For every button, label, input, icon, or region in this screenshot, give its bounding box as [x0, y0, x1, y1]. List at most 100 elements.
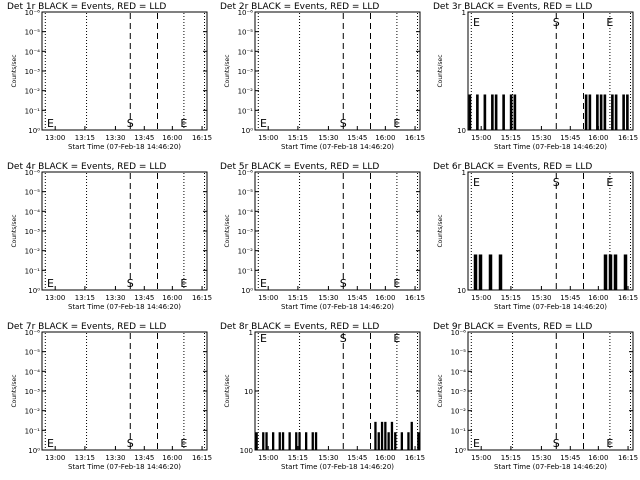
x-tick-label: 16:15	[192, 134, 212, 142]
x-tick-label: 15:00	[258, 134, 278, 142]
panel-title: Det 7r BLACK = Events, RED = LLD	[7, 322, 166, 332]
y-tick-label: 10⁻⁴	[25, 208, 41, 216]
x-tick-label: 13:15	[75, 454, 95, 462]
y-tick-label: 10⁻¹	[25, 267, 41, 275]
marker-label: S	[340, 277, 347, 290]
y-axis-label: Counts/sec	[437, 214, 444, 247]
event-bar	[387, 432, 390, 450]
x-tick-label: 15:45	[560, 294, 580, 302]
y-tick-label: 1	[462, 169, 466, 177]
y-tick-label: 10⁰	[241, 287, 253, 295]
panel-title: Det 2r BLACK = Events, RED = LLD	[220, 2, 379, 12]
x-tick-label: 15:30	[318, 454, 338, 462]
event-bar	[488, 254, 493, 290]
x-tick-label: 16:15	[192, 294, 212, 302]
y-tick-label: 10⁻²	[238, 88, 254, 96]
panel-title: Det 3r BLACK = Events, RED = LLD	[433, 2, 592, 12]
y-tick-label: 10⁰	[28, 127, 40, 135]
y-tick-label: 10⁻⁴	[238, 208, 254, 216]
x-tick-label: 16:15	[192, 454, 212, 462]
y-tick-label: 10⁰	[28, 447, 40, 455]
detector-panel-2: Det 2r BLACK = Events, RED = LLD Counts/s…	[220, 2, 425, 151]
marker-label: E	[473, 176, 480, 189]
event-bar	[311, 432, 314, 450]
event-bar	[468, 94, 472, 130]
y-tick-label: 10⁻⁴	[25, 48, 41, 56]
plot-frame	[41, 11, 208, 131]
y-tick-label: 10⁻⁵	[25, 349, 41, 357]
y-tick-label: 10⁻²	[25, 408, 41, 416]
event-bar	[281, 432, 285, 450]
x-tick-label: 16:00	[375, 134, 395, 142]
marker-label: E	[393, 332, 400, 345]
x-tick-label: 15:30	[531, 134, 551, 142]
x-tick-label: 16:15	[618, 294, 638, 302]
y-tick-label: 10⁻⁵	[238, 29, 254, 37]
y-tick-label: 10⁻⁶	[25, 329, 41, 337]
y-axis-label: Counts/sec	[224, 374, 231, 407]
y-tick-label: 10⁰	[241, 127, 253, 135]
detector-panel-1: Det 1r BLACK = Events, RED = LLD Counts/s…	[7, 2, 212, 151]
event-bar	[614, 94, 618, 130]
x-tick-label: 16:15	[405, 294, 425, 302]
plot-frame	[467, 331, 634, 451]
y-tick-label: 100	[240, 447, 253, 455]
event-bar	[622, 94, 625, 130]
event-bar	[410, 421, 413, 450]
x-tick-label: 16:00	[375, 454, 395, 462]
event-bar	[278, 432, 281, 450]
marker-label: S	[340, 117, 347, 130]
event-bar	[603, 254, 608, 290]
x-tick-label: 16:00	[162, 134, 182, 142]
x-tick-label: 15:45	[347, 134, 367, 142]
x-tick-label: 13:00	[45, 134, 65, 142]
y-tick-label: 10⁻³	[25, 388, 41, 396]
y-tick-label: 10⁻³	[238, 68, 254, 76]
marker-label: S	[553, 16, 560, 29]
event-bar	[584, 94, 588, 130]
x-tick-label: 15:45	[560, 454, 580, 462]
event-bar	[502, 94, 505, 130]
event-bar	[304, 432, 308, 450]
y-tick-label: 10⁻⁴	[25, 368, 41, 376]
event-bar	[626, 94, 629, 130]
y-tick-label: 10⁻⁶	[25, 9, 41, 17]
x-axis-label: Start Time (07-Feb-18 14:46:20)	[68, 303, 181, 311]
event-bar	[377, 432, 380, 450]
marker-label: E	[47, 277, 54, 290]
x-tick-label: 13:30	[105, 454, 125, 462]
event-bar	[262, 432, 265, 450]
y-tick-label: 10⁻⁶	[238, 169, 254, 177]
event-bar	[407, 432, 410, 450]
x-axis-label: Start Time (07-Feb-18 14:46:20)	[281, 463, 394, 471]
marker-label: S	[127, 437, 134, 450]
plot-frame	[254, 11, 421, 131]
x-tick-label: 15:15	[288, 454, 308, 462]
y-axis-label: Counts/sec	[437, 374, 444, 407]
x-tick-label: 15:45	[560, 134, 580, 142]
plot-frame	[254, 171, 421, 291]
detector-panel-9: Det 9r BLACK = Events, RED = LLD Counts/s…	[433, 322, 638, 471]
event-bar	[478, 254, 483, 290]
event-bar	[271, 432, 275, 450]
x-tick-label: 15:00	[471, 454, 491, 462]
x-tick-label: 15:15	[288, 294, 308, 302]
detector-panel-5: Det 5r BLACK = Events, RED = LLD Counts/s…	[220, 162, 425, 311]
x-axis-label: Start Time (07-Feb-18 14:46:20)	[494, 143, 607, 151]
marker-label: E	[606, 176, 613, 189]
detector-panel-7: Det 7r BLACK = Events, RED = LLD Counts/s…	[7, 322, 212, 471]
y-tick-label: 10⁰	[454, 447, 466, 455]
event-bar	[288, 432, 291, 450]
event-bar	[255, 432, 258, 450]
marker-label: E	[473, 16, 480, 29]
y-tick-label: 10⁻⁶	[25, 169, 41, 177]
x-axis-label: Start Time (07-Feb-18 14:46:20)	[494, 303, 607, 311]
y-tick-label: 10⁻⁵	[451, 349, 467, 357]
event-bar	[613, 254, 618, 290]
event-bar	[314, 432, 318, 450]
y-tick-label: 10⁻²	[238, 248, 254, 256]
y-axis-label: Counts/sec	[11, 214, 18, 247]
marker-label: E	[180, 117, 187, 130]
event-bar	[298, 432, 301, 450]
y-tick-label: 10	[244, 388, 253, 396]
